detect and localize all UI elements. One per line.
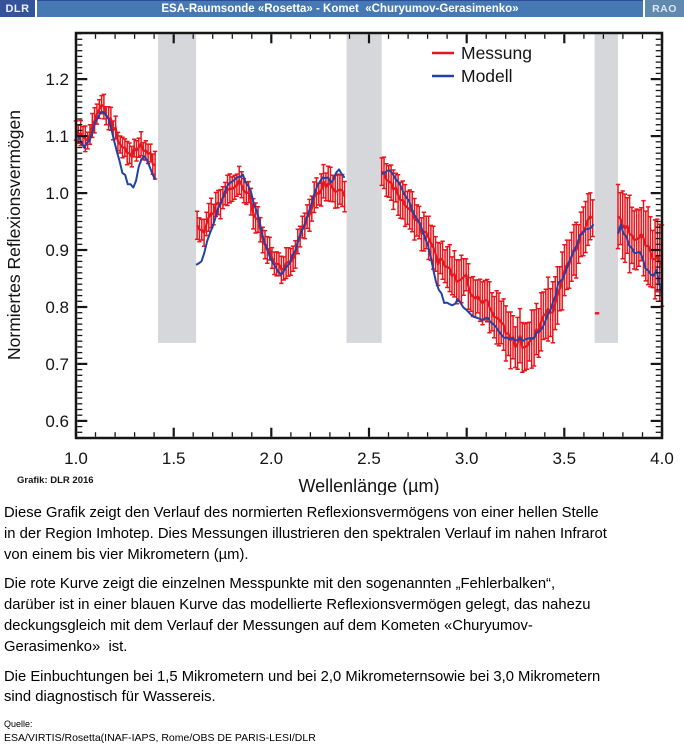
svg-text:3.5: 3.5: [552, 449, 576, 468]
dlr-logo-text: DLR: [5, 2, 30, 15]
plot-frame: [74, 31, 664, 440]
text-line: darüber ist in einer blauen Kurve das mo…: [4, 597, 591, 614]
dlr-logo: DLR: [0, 0, 35, 17]
text-line: in der Region Imhotep. Dies Messungen il…: [4, 525, 607, 542]
svg-text:1.0: 1.0: [64, 449, 88, 468]
text-line: Diese Grafik zeigt den Verlauf des normi…: [4, 505, 599, 521]
rao-logo: RAO: [645, 0, 684, 17]
svg-text:2.5: 2.5: [357, 449, 381, 468]
chart-legend: Messung Modell: [432, 43, 532, 86]
chart-svg: 1.0 1.5 2.0 2.5 3.0 3.5 4.0 0.6 0.7 0.8 0.9 1.0 1.1 1…: [4, 31, 674, 495]
text-line: von einem bis vier Mikrometern (µm).: [4, 546, 249, 563]
text-line: Gerasimenko» ist.: [4, 638, 128, 655]
rao-logo-text: RAO: [652, 2, 677, 15]
source-block: Quelle: ESA/VIRTIS/Rosetta(INAF-IAPS, Ro…: [0, 717, 684, 744]
source-label: Quelle:: [4, 719, 33, 730]
credit-text: Grafik: DLR 2016: [17, 475, 94, 486]
description: Diese Grafik zeigt den Verlauf des normi…: [0, 495, 684, 708]
text-line: deckungsgleich mit dem Verlauf der Messu…: [4, 617, 533, 634]
source-line: ESA/VIRTIS/Rosetta(INAF-IAPS, Rome/OBS D…: [4, 732, 316, 744]
svg-text:1.1: 1.1: [45, 127, 69, 146]
text-line: sind diagnostisch für Wassereis.: [4, 689, 216, 706]
x-tick-labels: 1.0 1.5 2.0 2.5 3.0 3.5 4.0: [64, 449, 674, 468]
y-tick-labels: 0.6 0.7 0.8 0.9 1.0 1.1 1.2: [45, 70, 69, 431]
svg-text:3.0: 3.0: [455, 449, 479, 468]
svg-text:1.2: 1.2: [45, 70, 69, 89]
y-axis-title: Normiertes Reflexionsvermögen: [4, 110, 24, 360]
svg-text:2.0: 2.0: [259, 449, 283, 468]
header-title-text: ESA-Raumsonde «Rosetta» - Komet «Churyum…: [161, 3, 519, 15]
svg-text:0.9: 0.9: [45, 241, 69, 260]
text-line: Die Einbuchtungen bei 1,5 Mikrometern un…: [4, 668, 601, 685]
header-bar: DLR ESA-Raumsonde «Rosetta» - Komet «Chu…: [0, 0, 684, 17]
svg-text:0.7: 0.7: [45, 355, 69, 374]
svg-text:4.0: 4.0: [650, 449, 674, 468]
svg-text:0.6: 0.6: [45, 412, 69, 431]
paragraph-1: Diese Grafik zeigt den Verlauf des normi…: [4, 503, 680, 565]
text-line: Die rote Kurve zeigt die einzelnen Messp…: [4, 576, 556, 593]
paragraph-2: Die rote Kurve zeigt die einzelnen Messp…: [4, 574, 680, 657]
svg-text:0.8: 0.8: [45, 298, 69, 317]
x-axis-title: Wellenlänge (µm): [298, 476, 439, 495]
header-title: ESA-Raumsonde «Rosetta» - Komet «Churyum…: [37, 0, 643, 17]
modell-series: [75, 111, 663, 342]
svg-text:Modell: Modell: [461, 66, 513, 86]
svg-text:Messung: Messung: [461, 43, 532, 63]
svg-text:1.0: 1.0: [45, 184, 69, 203]
svg-text:1.5: 1.5: [162, 449, 186, 468]
paragraph-3: Die Einbuchtungen bei 1,5 Mikrometern un…: [4, 667, 680, 709]
masked-bands: [158, 34, 618, 343]
